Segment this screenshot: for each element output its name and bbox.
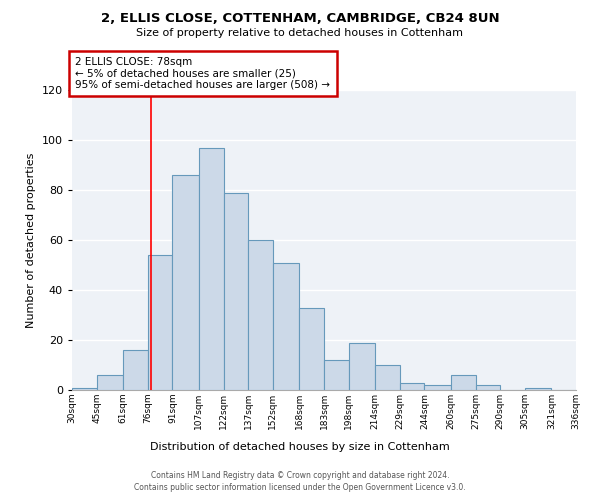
Bar	[148, 255, 172, 390]
Bar	[299, 308, 324, 390]
Bar	[224, 192, 248, 390]
Bar	[476, 385, 500, 390]
Bar	[172, 175, 199, 390]
Text: 2, ELLIS CLOSE, COTTENHAM, CAMBRIDGE, CB24 8UN: 2, ELLIS CLOSE, COTTENHAM, CAMBRIDGE, CB…	[101, 12, 499, 26]
Bar	[451, 375, 476, 390]
Bar	[123, 350, 148, 390]
Bar	[525, 388, 551, 390]
Bar	[72, 388, 97, 390]
Text: Size of property relative to detached houses in Cottenham: Size of property relative to detached ho…	[137, 28, 464, 38]
Bar	[400, 382, 424, 390]
Text: Contains public sector information licensed under the Open Government Licence v3: Contains public sector information licen…	[134, 484, 466, 492]
Bar	[199, 148, 224, 390]
Bar	[273, 262, 299, 390]
Text: 2 ELLIS CLOSE: 78sqm
← 5% of detached houses are smaller (25)
95% of semi-detach: 2 ELLIS CLOSE: 78sqm ← 5% of detached ho…	[75, 57, 330, 90]
Bar	[349, 342, 375, 390]
Bar	[97, 375, 123, 390]
Bar	[375, 365, 400, 390]
Bar	[248, 240, 273, 390]
Y-axis label: Number of detached properties: Number of detached properties	[26, 152, 36, 328]
Bar	[324, 360, 349, 390]
Text: Distribution of detached houses by size in Cottenham: Distribution of detached houses by size …	[150, 442, 450, 452]
Text: Contains HM Land Registry data © Crown copyright and database right 2024.: Contains HM Land Registry data © Crown c…	[151, 471, 449, 480]
Bar	[424, 385, 451, 390]
